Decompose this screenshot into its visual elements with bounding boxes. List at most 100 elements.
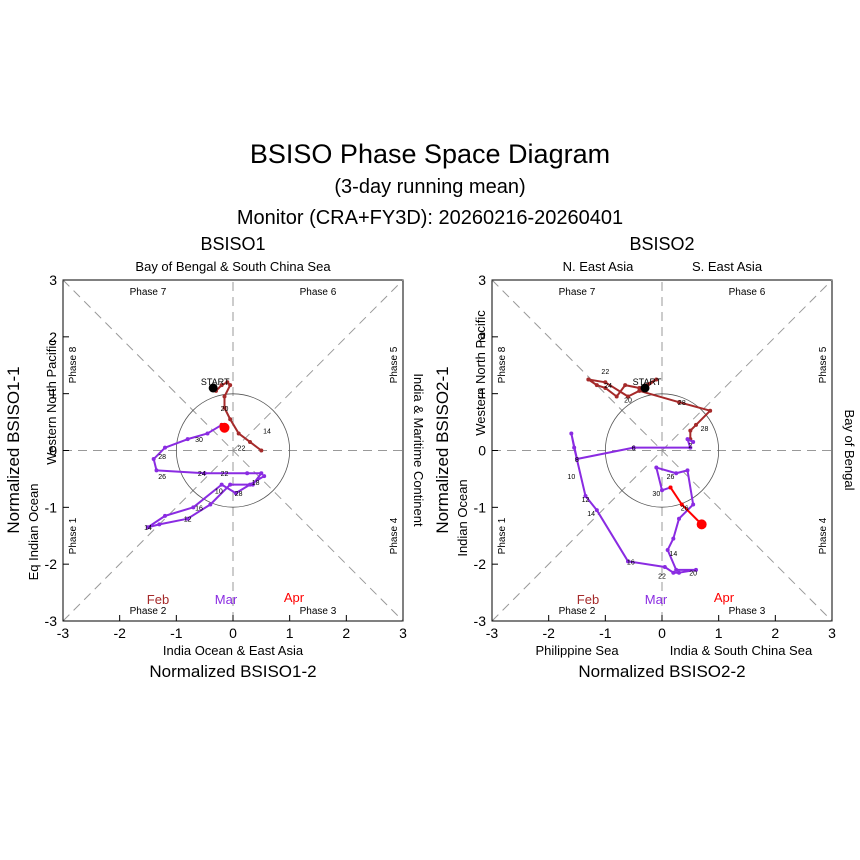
bsiso2-day-label: 22 (658, 574, 666, 581)
bsiso2-region-left-outer: Indian Ocean (455, 479, 470, 556)
bsiso2-point-mar (677, 516, 681, 521)
bsiso1-point-feb (219, 383, 224, 388)
bsiso1-point-feb (248, 439, 252, 444)
bsiso2-point-mar (671, 570, 676, 575)
bsiso1-point-mar (202, 471, 207, 476)
bsiso2-point-mar (594, 508, 599, 513)
bsiso1-point-mar (233, 491, 238, 496)
bsiso1-point-feb (222, 394, 227, 399)
bsiso2-point-feb (626, 394, 630, 399)
bsiso2-point-mar (631, 445, 636, 450)
bsiso2-point-feb (637, 388, 642, 393)
bsiso1-point-mar (259, 471, 264, 476)
bsiso2-phase-8: Phase 8 (497, 346, 508, 383)
bsiso2-title: BSISO2 (629, 234, 694, 254)
bsiso2-point-feb (708, 408, 713, 413)
bsiso2-region-left-inner: Western North Pacific (473, 310, 488, 436)
bsiso2-day-label: 26 (681, 505, 689, 512)
bsiso2-phase-5: Phase 5 (818, 346, 829, 383)
bsiso2-region-top-right: S. East Asia (692, 259, 763, 274)
bsiso1-day-label: 12 (184, 517, 192, 524)
bsiso1-point-mar (185, 437, 190, 442)
bsiso1-ytick-label: -2 (45, 556, 58, 572)
bsiso2-month-apr: Apr (714, 590, 735, 605)
bsiso2-xtick-label: 3 (828, 625, 836, 641)
bsiso1-phase-7: Phase 7 (130, 287, 167, 298)
bsiso1-phase-3: Phase 3 (300, 606, 337, 617)
bsiso2-day-label: 14 (587, 511, 595, 518)
bsiso2-region-bottom-right: India & South China Sea (670, 643, 813, 658)
bsiso2-track-feb (587, 378, 712, 440)
bsiso1-point-mar (248, 482, 252, 487)
bsiso2-region-top-left: N. East Asia (563, 259, 635, 274)
bsiso1-ytick-label: 0 (49, 443, 57, 459)
bsiso2-point-mar (662, 565, 667, 570)
bsiso2-xlabel: Normalized BSISO2-2 (578, 662, 745, 681)
bsiso1-region-left-outer: Eq Indian Ocean (26, 484, 41, 581)
bsiso2-xtick-label: -3 (486, 625, 499, 641)
bsiso2-end-marker (696, 519, 707, 530)
bsiso1-phase-8: Phase 8 (68, 346, 79, 383)
bsiso1-region-top: Bay of Bengal & South China Sea (135, 259, 331, 274)
bsiso1-xtick-label: 0 (229, 625, 237, 641)
bsiso2-point-mar (674, 471, 679, 476)
bsiso1-xtick-label: -2 (113, 625, 126, 641)
bsiso2-day-label: 28 (678, 400, 686, 407)
bsiso1-xtick-label: 1 (286, 625, 294, 641)
bsiso1-day-label: 22 (238, 446, 246, 453)
bsiso1-day-label: 16 (195, 505, 203, 512)
bsiso2-point-feb (694, 422, 698, 427)
bsiso2-point-mar (691, 439, 696, 444)
bsiso1-point-mar (262, 474, 267, 479)
bsiso2-point-mar (691, 502, 696, 507)
bsiso2-point-mar (688, 445, 693, 450)
bsiso1-month-apr: Apr (284, 590, 305, 605)
bsiso1-point-feb (228, 383, 233, 388)
bsiso2-xtick-label: -2 (542, 625, 555, 641)
bsiso1-point-mar (151, 457, 156, 462)
bsiso2-point-feb (688, 428, 693, 433)
bsiso1-point-feb (222, 405, 227, 410)
bsiso1-xlabel: Normalized BSISO1-2 (149, 662, 316, 681)
bsiso2-day-label: 24 (604, 383, 612, 390)
bsiso1-day-label: 18 (252, 480, 260, 487)
bsiso1-point-mar (228, 482, 233, 487)
bsiso1-end-marker (219, 422, 230, 433)
bsiso1-point-mar (185, 516, 190, 521)
bsiso1-point-feb (259, 448, 264, 453)
bsiso2-ytick-label: -3 (474, 613, 487, 629)
bsiso2-day-label: 22 (601, 369, 609, 376)
bsiso2-point-mar (654, 465, 659, 470)
bsiso1-point-feb (236, 431, 241, 436)
bsiso1-point-mar (205, 431, 210, 436)
bsiso1-ytick-label: 3 (49, 272, 57, 288)
bsiso2-xtick-label: 1 (715, 625, 723, 641)
bsiso2-point-mar (694, 567, 698, 572)
bsiso2-start-marker (640, 383, 650, 393)
bsiso2-point-mar (626, 559, 630, 564)
bsiso1-region-left-inner: Western North Pacific (44, 339, 59, 465)
bsiso2-ytick-label: -1 (474, 499, 487, 515)
bsiso2-day-label: 10 (567, 474, 575, 481)
bsiso2-panel: BSISO2 N. East Asia S. East Asia Philipp… (433, 234, 857, 681)
bsiso1-point-mar (219, 482, 224, 487)
bsiso2-point-mar (677, 570, 681, 575)
monitor-period: Monitor (CRA+FY3D): 20260216-20260401 (237, 207, 623, 229)
bsiso2-month-feb: Feb (577, 592, 599, 607)
bsiso2-point-mar (665, 547, 670, 552)
bsiso1-month-mar: Mar (215, 592, 238, 607)
bsiso1-point-feb (225, 380, 230, 385)
bsiso2-phase-6: Phase 6 (729, 287, 766, 298)
bsiso1-day-label: 28 (235, 491, 243, 498)
bsiso2-day-label: 20 (624, 397, 632, 404)
bsiso2-point-mar (583, 493, 588, 498)
bsiso2-point-mar (685, 468, 690, 473)
bsiso2-ytick-label: 2 (478, 329, 486, 345)
bsiso1-point-mar (245, 471, 250, 476)
bsiso2-point-mar (575, 457, 579, 462)
bsiso2-point-feb (614, 394, 619, 399)
bsiso2-xtick-label: -1 (599, 625, 612, 641)
bsiso2-phase-7: Phase 7 (559, 287, 596, 298)
bsiso1-unit-circle (175, 393, 291, 508)
